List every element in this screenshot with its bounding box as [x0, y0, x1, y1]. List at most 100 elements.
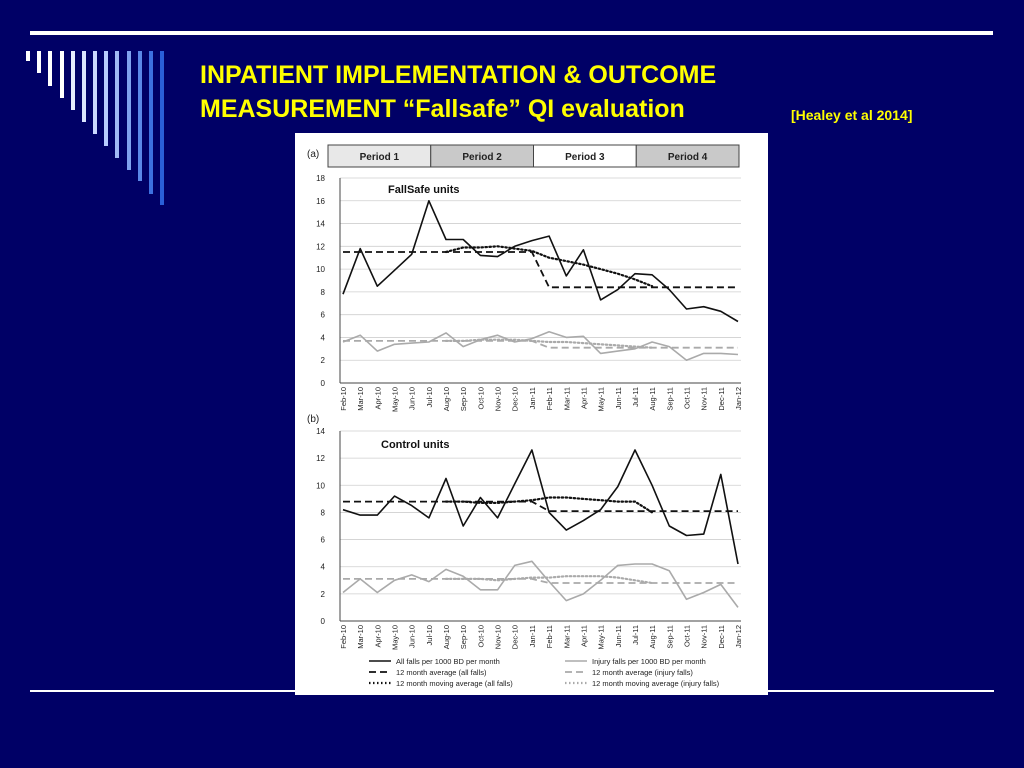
- x-tick-label: Sep-10: [459, 625, 468, 649]
- x-tick-label: Apr-10: [373, 387, 382, 410]
- x-tick-label: Aug-10: [442, 387, 451, 411]
- decor-bar: [115, 51, 119, 158]
- decor-bar: [127, 51, 131, 170]
- figure-panel: Period 1 Period 2 Period 3 Period 4 (a) 0 2 4 6 8…: [295, 133, 768, 695]
- series-line: [343, 579, 738, 583]
- y-tick-label: 14: [316, 220, 325, 229]
- y-tick-label: 16: [316, 197, 325, 206]
- x-tick-label: Jun-10: [408, 625, 417, 648]
- x-tick-label: Mar-10: [356, 625, 365, 649]
- x-tick-label: Aug-11: [648, 387, 657, 411]
- decor-bar: [160, 51, 164, 205]
- y-tick-label: 10: [316, 265, 325, 274]
- y-tick-label: 10: [316, 481, 325, 490]
- x-tick-label: Dec-10: [511, 625, 520, 649]
- y-tick-label: 0: [321, 617, 326, 626]
- decor-bar: [60, 51, 64, 98]
- x-tick-label: Mar-11: [562, 387, 571, 410]
- period-label: Period 4: [668, 152, 708, 163]
- x-tick-label: Jan-11: [528, 387, 537, 409]
- y-tick-label: 6: [321, 311, 326, 320]
- x-tick-label: Jun-11: [614, 625, 623, 647]
- x-tick-label: May-10: [391, 625, 400, 650]
- x-tick-label: Jun-10: [408, 387, 417, 410]
- series-line: [343, 502, 738, 512]
- legend-label: 12 month moving average (injury falls): [592, 679, 720, 688]
- y-tick-label: 6: [321, 536, 326, 545]
- x-tick-label: Jan-12: [734, 625, 743, 648]
- decor-bar: [26, 51, 30, 61]
- y-tick-label: 4: [321, 563, 326, 572]
- y-tick-label: 2: [321, 590, 326, 599]
- x-tick-label: Oct-11: [682, 387, 691, 409]
- x-tick-label: Sep-11: [665, 387, 674, 411]
- x-tick-label: Sep-11: [665, 625, 674, 649]
- x-tick-label: Jul-11: [631, 387, 640, 407]
- x-tick-label: Nov-11: [700, 625, 709, 649]
- x-tick-label: Dec-11: [717, 387, 726, 411]
- x-tick-label: Jul-10: [425, 625, 434, 645]
- x-tick-label: May-11: [597, 625, 606, 649]
- legend-label: 12 month average (all falls): [396, 668, 487, 677]
- x-tick-label: Nov-10: [494, 387, 503, 411]
- decor-bar: [93, 51, 97, 134]
- chart-title: Control units: [381, 439, 449, 451]
- series-line: [343, 201, 738, 322]
- decor-bar: [104, 51, 108, 146]
- y-tick-label: 2: [321, 356, 326, 365]
- panel-label: (b): [307, 414, 319, 425]
- x-tick-label: Mar-11: [562, 625, 571, 648]
- slide-title-line1: INPATIENT IMPLEMENTATION & OUTCOME: [200, 61, 716, 90]
- citation: [Healey et al 2014]: [791, 107, 912, 123]
- y-tick-label: 4: [321, 333, 326, 342]
- slide-title-line2: MEASUREMENT “Fallsafe” QI evaluation: [200, 95, 685, 124]
- x-tick-label: Feb-10: [339, 387, 348, 411]
- x-tick-label: Jul-11: [631, 625, 640, 645]
- decor-bar: [82, 51, 86, 122]
- period-label: Period 3: [565, 152, 605, 163]
- y-tick-label: 18: [316, 174, 325, 183]
- x-tick-label: Apr-11: [579, 387, 588, 409]
- x-tick-label: Apr-10: [373, 625, 382, 648]
- falls-chart-figure: Period 1 Period 2 Period 3 Period 4 (a) 0 2 4 6 8…: [295, 133, 768, 695]
- x-tick-label: Nov-11: [700, 387, 709, 411]
- y-tick-label: 8: [321, 508, 326, 517]
- decor-bar: [138, 51, 142, 181]
- x-tick-label: Jul-10: [425, 387, 434, 407]
- y-tick-label: 12: [316, 454, 325, 463]
- decor-bar: [149, 51, 153, 194]
- y-tick-label: 0: [321, 379, 326, 388]
- decor-bar: [48, 51, 52, 86]
- x-tick-label: Jan-11: [528, 625, 537, 647]
- legend-label: Injury falls per 1000 BD per month: [592, 657, 706, 666]
- decor-bar: [71, 51, 75, 110]
- x-tick-label: May-11: [597, 387, 606, 411]
- x-tick-label: May-10: [391, 387, 400, 412]
- series-line: [343, 252, 738, 287]
- x-tick-label: Nov-10: [494, 625, 503, 649]
- x-tick-label: Oct-10: [476, 625, 485, 648]
- x-tick-label: Apr-11: [579, 625, 588, 647]
- legend-label: 12 month average (injury falls): [592, 668, 693, 677]
- y-tick-label: 8: [321, 288, 326, 297]
- x-tick-label: Jun-11: [614, 387, 623, 409]
- x-tick-label: Feb-11: [545, 387, 554, 410]
- panel-label: (a): [307, 149, 319, 160]
- y-tick-label: 12: [316, 242, 325, 251]
- x-tick-label: Mar-10: [356, 387, 365, 411]
- series-line: [343, 561, 738, 607]
- period-label: Period 1: [360, 152, 400, 163]
- x-tick-label: Oct-11: [682, 625, 691, 647]
- x-tick-label: Dec-11: [717, 625, 726, 649]
- x-tick-label: Feb-10: [339, 625, 348, 649]
- legend-label: 12 month moving average (all falls): [396, 679, 513, 688]
- x-tick-label: Dec-10: [511, 387, 520, 411]
- x-tick-label: Oct-10: [476, 387, 485, 410]
- x-tick-label: Aug-10: [442, 625, 451, 649]
- y-tick-label: 14: [316, 427, 325, 436]
- x-tick-label: Sep-10: [459, 387, 468, 411]
- top-rule: [30, 31, 993, 35]
- period-label: Period 2: [462, 152, 502, 163]
- chart-title: FallSafe units: [388, 184, 460, 196]
- legend-label: All falls per 1000 BD per month: [396, 657, 500, 666]
